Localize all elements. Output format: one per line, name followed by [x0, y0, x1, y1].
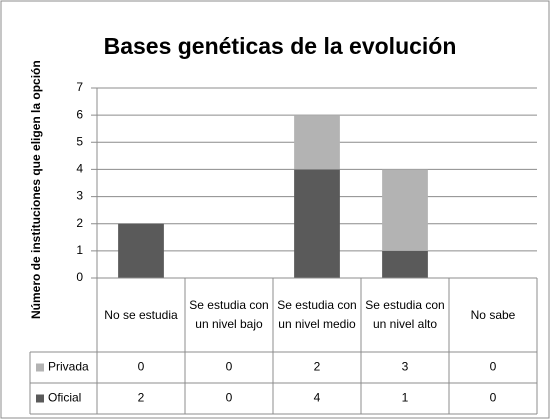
- table-value: 4: [314, 391, 321, 405]
- bar: [294, 169, 340, 278]
- y-tick-label: 7: [76, 80, 83, 94]
- legend-label: Oficial: [48, 391, 81, 405]
- chart-title: Bases genéticas de la evolución: [104, 33, 457, 59]
- y-tick-label: 3: [76, 189, 83, 203]
- x-tick-label: Se estudia con un nivel alto: [365, 298, 445, 331]
- y-tick-label: 2: [76, 216, 83, 230]
- table-value: 0: [226, 391, 233, 405]
- y-tick-label: 5: [76, 134, 83, 148]
- bar: [382, 250, 428, 278]
- x-tick-label-text: Se estudia con un nivel alto: [365, 298, 445, 331]
- x-tick-label-text: No sabe: [470, 307, 516, 322]
- legend-swatch: [36, 394, 44, 403]
- x-tick-label-text: No se estudia: [104, 307, 178, 322]
- x-tick-label: Se estudia con un nivel bajo: [189, 298, 269, 331]
- legend-swatch: [36, 363, 44, 372]
- bar: [294, 115, 340, 170]
- y-axis-label-text: Número de instituciones que eligen la op…: [29, 60, 43, 320]
- y-tick-label: 0: [76, 270, 83, 284]
- x-tick-label: No sabe: [470, 307, 516, 322]
- x-tick-label-text: Se estudia con un nivel medio: [277, 298, 357, 331]
- bar: [118, 223, 164, 278]
- table-value: 3: [402, 360, 409, 374]
- y-tick-label: 4: [76, 162, 83, 176]
- x-tick-label: Se estudia con un nivel medio: [277, 298, 357, 331]
- table-value: 0: [226, 360, 233, 374]
- y-tick-label: 1: [76, 243, 83, 257]
- table-value: 1: [402, 391, 409, 405]
- x-tick-label: No se estudia: [104, 307, 178, 322]
- table-value: 2: [314, 360, 321, 374]
- bar: [382, 169, 428, 251]
- table-value: 0: [490, 391, 497, 405]
- table-value: 2: [138, 391, 145, 405]
- legend-label: Privada: [48, 360, 89, 374]
- table-value: 0: [138, 360, 145, 374]
- y-axis-label: Número de instituciones que eligen la op…: [29, 60, 43, 320]
- x-tick-label-text: Se estudia con un nivel bajo: [189, 298, 269, 331]
- table-value: 0: [490, 360, 497, 374]
- y-tick-label: 6: [76, 107, 83, 121]
